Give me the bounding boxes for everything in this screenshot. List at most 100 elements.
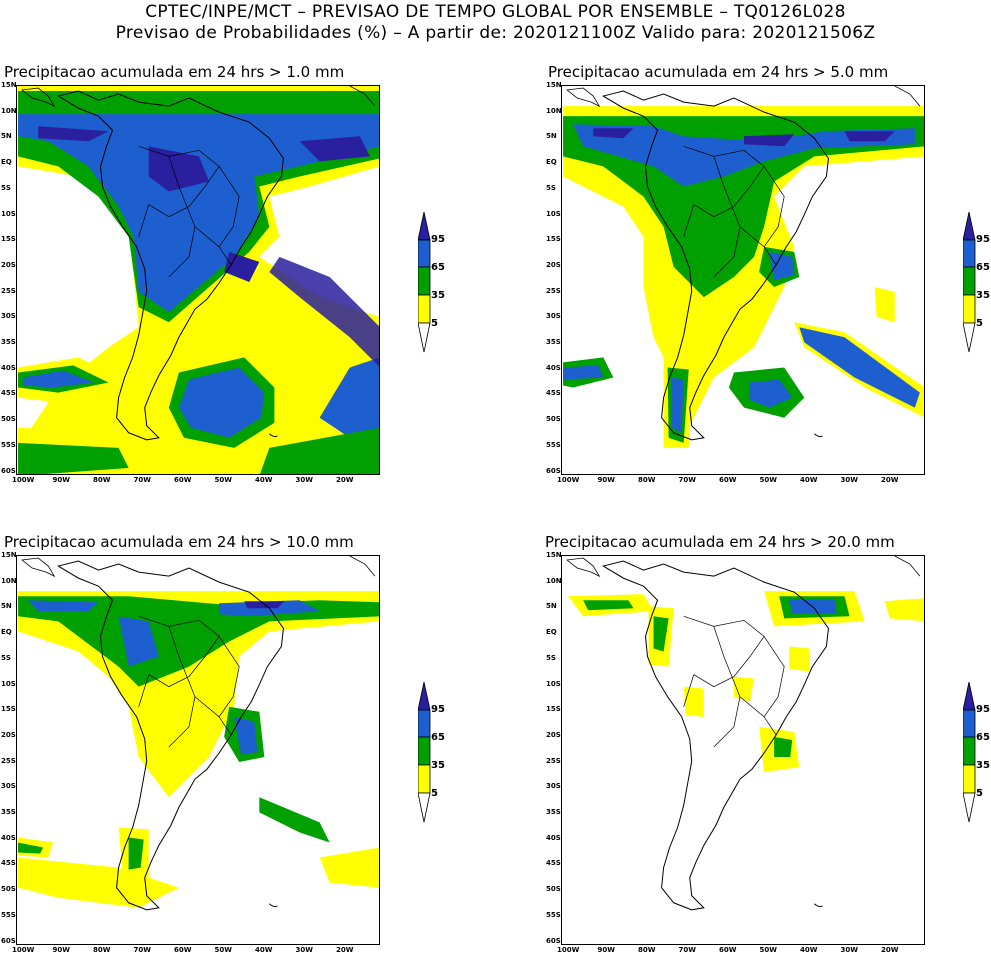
- lon-tick-label: 30W: [840, 476, 858, 484]
- lat-tick-label: 20S: [546, 730, 561, 739]
- colorbar-label: 95: [431, 704, 445, 715]
- lat-tick-label: 40S: [1, 363, 16, 372]
- lat-tick-label: 40S: [546, 833, 561, 842]
- lon-tick-label: 90W: [597, 946, 615, 954]
- lat-tick-label: 15N: [546, 551, 562, 559]
- lat-tick-label: 15S: [546, 235, 561, 244]
- lon-tick-label: 20W: [336, 476, 354, 484]
- colorbar-segment-65: [963, 239, 976, 268]
- lon-tick-label: 70W: [678, 946, 696, 954]
- lat-tick-label: 5S: [1, 653, 11, 662]
- panel-2-map: [561, 85, 925, 475]
- lat-tick-label: 45S: [546, 859, 561, 868]
- lat-tick-label: 25S: [1, 756, 16, 765]
- colorbar-segment-95: [418, 212, 431, 241]
- lon-tick-label: 80W: [638, 946, 656, 954]
- colorbar-segment-5: [963, 764, 976, 794]
- colorbar-segment-5: [418, 764, 431, 794]
- panel-4-map: [561, 555, 925, 945]
- lat-tick-label: 60S: [1, 936, 16, 945]
- lat-tick-label: 10N: [1, 106, 17, 115]
- lat-tick-label: EQ: [1, 158, 12, 167]
- lat-tick-label: 5S: [1, 183, 11, 192]
- lat-tick-label: 10S: [1, 209, 16, 218]
- colorbar-label: 35: [976, 290, 990, 301]
- colorbar-label: 65: [431, 732, 445, 743]
- lon-tick-label: 100W: [557, 946, 580, 954]
- lat-tick-label: 10N: [1, 576, 17, 585]
- colorbar-label: 95: [976, 234, 990, 245]
- lat-tick-label: 40S: [1, 833, 16, 842]
- colorbar-segment-0: [418, 322, 431, 353]
- lat-tick-label: 25S: [546, 286, 561, 295]
- panel-1-probability-field: [18, 86, 379, 474]
- figure-title-line1: CPTEC/INPE/MCT – PREVISAO DE TEMPO GLOBA…: [145, 2, 846, 22]
- colorbar-segment-0: [963, 322, 976, 353]
- lon-tick-label: 30W: [295, 946, 313, 954]
- lon-tick-label: 60W: [174, 476, 192, 484]
- lat-tick-label: 25S: [1, 286, 16, 295]
- colorbar-segment-5: [418, 294, 431, 324]
- panel-1-title: Precipitacao acumulada em 24 hrs > 1.0 m…: [4, 63, 345, 81]
- panel-3-probability-field: [18, 556, 379, 944]
- colorbar-label: 65: [976, 732, 990, 743]
- lat-tick-label: EQ: [1, 628, 12, 637]
- colorbar-label: 5: [976, 318, 983, 329]
- lat-tick-label: 15N: [1, 81, 17, 89]
- colorbar-segment-35: [418, 266, 431, 296]
- colorbar-segment-0: [963, 792, 976, 823]
- lon-tick-label: 80W: [93, 946, 111, 954]
- lon-tick-label: 40W: [800, 476, 818, 484]
- colorbar-segment-35: [963, 736, 976, 766]
- panel-4-title: Precipitacao acumulada em 24 hrs > 20.0 …: [545, 533, 895, 551]
- lon-tick-label: 60W: [719, 946, 737, 954]
- colorbar-segment-35: [418, 736, 431, 766]
- colorbar: [418, 212, 431, 353]
- lat-tick-label: 10S: [1, 679, 16, 688]
- lat-tick-label: 20S: [546, 260, 561, 269]
- lon-tick-label: 70W: [133, 476, 151, 484]
- lon-tick-label: 80W: [93, 476, 111, 484]
- colorbar: [418, 682, 431, 823]
- lon-tick-label: 30W: [840, 946, 858, 954]
- figure-title-line2: Previsao de Probabilidades (%) – A parti…: [115, 23, 876, 43]
- panel-2-probability-field: [563, 86, 924, 474]
- lon-tick-label: 90W: [52, 946, 70, 954]
- lat-tick-label: 5N: [546, 602, 557, 611]
- lat-tick-label: 45S: [546, 389, 561, 398]
- lon-tick-label: 70W: [133, 946, 151, 954]
- lon-tick-label: 100W: [557, 476, 580, 484]
- lat-tick-label: 15N: [1, 551, 17, 559]
- lat-tick-label: 50S: [1, 415, 16, 424]
- lon-tick-label: 40W: [255, 476, 273, 484]
- lon-tick-label: 90W: [52, 476, 70, 484]
- colorbar-label: 35: [976, 760, 990, 771]
- lat-tick-label: 30S: [546, 312, 561, 321]
- lat-tick-label: 60S: [546, 466, 561, 475]
- colorbar-label: 5: [431, 318, 438, 329]
- lon-tick-label: 80W: [638, 476, 656, 484]
- lat-tick-label: 55S: [1, 440, 16, 449]
- lat-tick-label: 25S: [546, 756, 561, 765]
- lon-tick-label: 20W: [881, 946, 899, 954]
- lat-tick-label: 55S: [546, 440, 561, 449]
- lon-tick-label: 50W: [759, 946, 777, 954]
- lat-tick-label: 55S: [546, 910, 561, 919]
- lon-tick-label: 90W: [597, 476, 615, 484]
- lat-tick-label: 5N: [546, 132, 557, 141]
- colorbar-label: 5: [976, 788, 983, 799]
- lat-tick-label: 60S: [1, 466, 16, 475]
- lat-tick-label: 15S: [1, 235, 16, 244]
- lat-tick-label: 30S: [1, 312, 16, 321]
- lat-tick-label: 45S: [1, 389, 16, 398]
- panel-2-title: Precipitacao acumulada em 24 hrs > 5.0 m…: [548, 63, 889, 81]
- colorbar-segment-35: [963, 266, 976, 296]
- lat-tick-label: 55S: [1, 910, 16, 919]
- colorbar-segment-0: [418, 792, 431, 823]
- lat-tick-label: 30S: [1, 782, 16, 791]
- lat-tick-label: 35S: [546, 338, 561, 346]
- colorbar-segment-65: [418, 239, 431, 268]
- colorbar-segment-95: [963, 212, 976, 241]
- lat-tick-label: EQ: [546, 158, 557, 167]
- lat-tick-label: 10N: [546, 576, 562, 585]
